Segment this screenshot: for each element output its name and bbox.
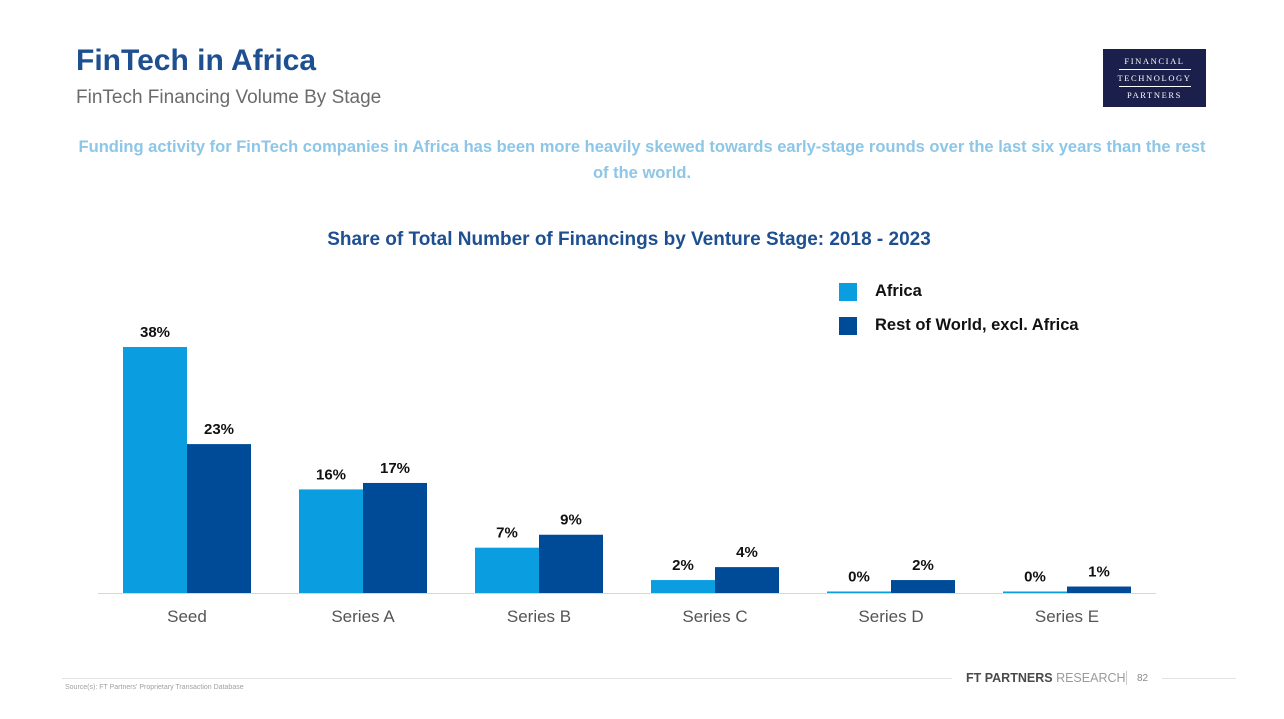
page-number: 82 <box>1137 673 1149 684</box>
data-label-africa: 0% <box>848 569 870 586</box>
logo-line-3: PARTNERS <box>1127 90 1182 101</box>
legend-item-africa: Africa <box>839 282 922 301</box>
data-label-africa: 38% <box>140 324 170 341</box>
data-label-rest-of-world-excl-africa: 23% <box>204 421 234 438</box>
logo-rule <box>1118 68 1191 70</box>
category-label: Series B <box>507 607 571 626</box>
legend-swatch-africa <box>839 282 857 301</box>
footer-brand: FT PARTNERS RESEARCH <box>966 671 1126 685</box>
bar-africa <box>651 580 715 593</box>
data-label-africa: 2% <box>672 557 694 574</box>
data-label-rest-of-world-excl-africa: 1% <box>1088 564 1110 581</box>
bar-rest-of-world-excl-africa <box>187 444 251 593</box>
data-label-rest-of-world-excl-africa: 9% <box>560 512 582 529</box>
data-label-africa: 7% <box>496 525 518 542</box>
legend-item-rest-of-world: Rest of World, excl. Africa <box>839 316 1079 335</box>
data-label-rest-of-world-excl-africa: 2% <box>912 557 934 574</box>
bar-africa <box>299 489 363 593</box>
bar-rest-of-world-excl-africa <box>539 534 603 593</box>
bar-rest-of-world-excl-africa <box>363 482 427 593</box>
page-subtitle: FinTech Financing Volume By Stage <box>76 87 382 108</box>
bar-africa <box>475 547 539 593</box>
footer-separator <box>1126 671 1127 685</box>
footer-divider <box>62 678 952 679</box>
data-label-rest-of-world-excl-africa: 17% <box>380 460 410 477</box>
logo-line-2: TECHNOLOGY <box>1117 72 1192 83</box>
bar-rest-of-world-excl-africa <box>891 580 955 593</box>
data-label-africa: 0% <box>1024 569 1046 586</box>
bar-rest-of-world-excl-africa <box>715 567 779 593</box>
category-label: Series E <box>1035 607 1099 626</box>
logo-rule <box>1118 86 1191 88</box>
bar-africa <box>123 347 187 593</box>
category-label: Series A <box>331 607 395 626</box>
bar-africa <box>827 591 891 593</box>
footer-divider <box>1162 678 1236 679</box>
category-label: Series C <box>682 607 747 626</box>
data-label-africa: 16% <box>316 466 346 483</box>
logo-line-1: FINANCIAL <box>1124 55 1185 66</box>
page-title: FinTech in Africa <box>76 44 317 77</box>
chart-title: Share of Total Number of Financings by V… <box>327 229 931 250</box>
bar-africa <box>1003 591 1067 593</box>
legend-swatch-rest-of-world <box>839 316 857 335</box>
ft-partners-logo: FINANCIAL TECHNOLOGY PARTNERS <box>1103 49 1206 107</box>
legend-label-rest-of-world: Rest of World, excl. Africa <box>875 316 1079 334</box>
bar-rest-of-world-excl-africa <box>1067 586 1131 593</box>
legend-label-africa: Africa <box>875 282 922 300</box>
category-label: Seed <box>167 607 207 626</box>
data-label-rest-of-world-excl-africa: 4% <box>736 544 758 561</box>
source-note: Source(s): FT Partners' Proprietary Tran… <box>65 684 244 691</box>
headline-text: Funding activity for FinTech companies i… <box>78 138 1206 182</box>
footer-brand-strong: FT PARTNERS <box>966 671 1053 685</box>
footer-brand-light: RESEARCH <box>1056 671 1126 685</box>
category-label: Series D <box>858 607 923 626</box>
